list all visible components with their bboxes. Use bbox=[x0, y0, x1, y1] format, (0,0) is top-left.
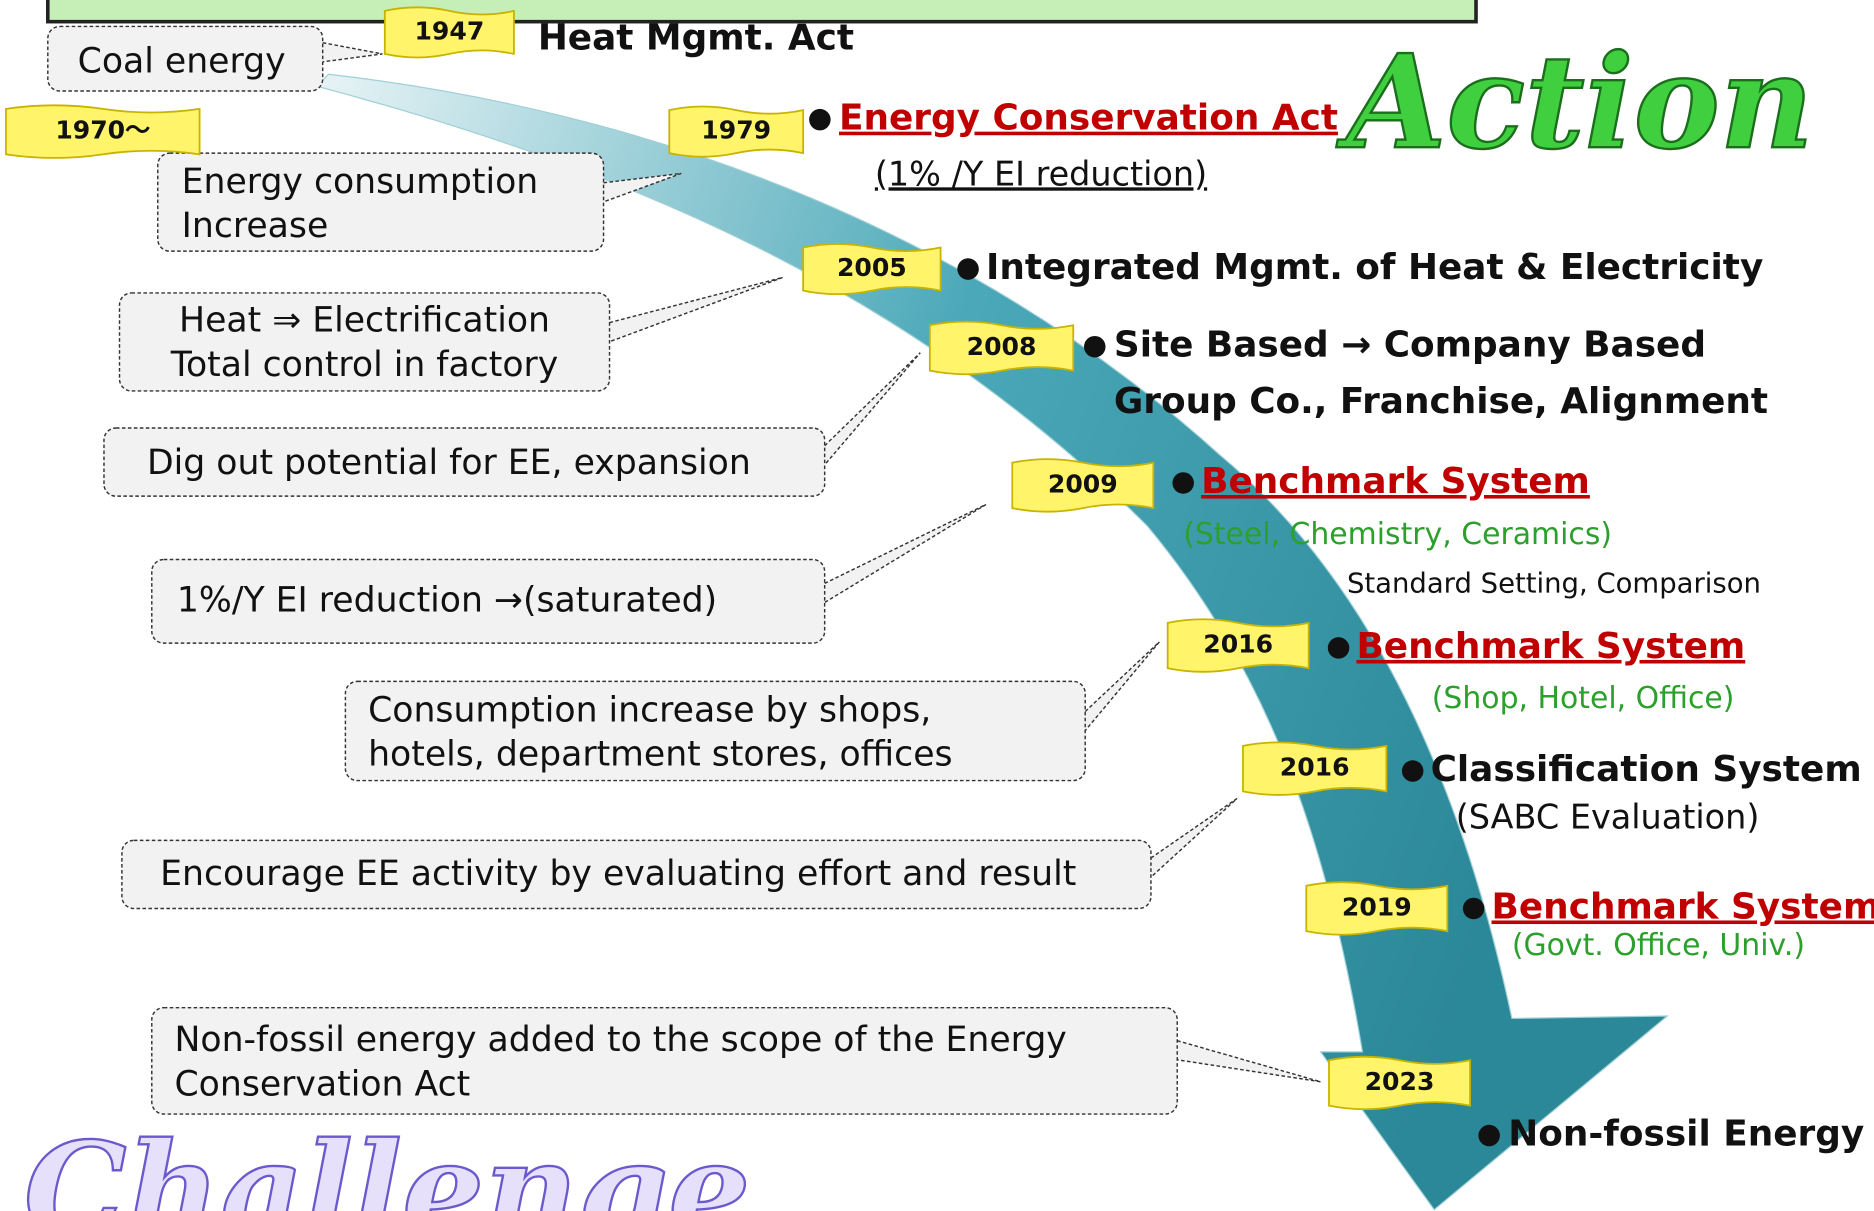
year-label: 1979 bbox=[701, 116, 771, 145]
diagram: Action Challenge Coal energy Energy consu… bbox=[0, 0, 1874, 1211]
bullet bbox=[1463, 898, 1485, 920]
year-label: 2019 bbox=[1342, 892, 1412, 921]
year-label: 2005 bbox=[837, 253, 907, 282]
action-text: Benchmark System bbox=[1492, 886, 1874, 927]
action-text: (Shop, Hotel, Office) bbox=[1432, 681, 1735, 716]
year-label: 2016 bbox=[1280, 753, 1350, 782]
year-label: 2009 bbox=[1048, 469, 1118, 498]
year-label: 1970～ bbox=[55, 116, 150, 145]
year-label: 2008 bbox=[967, 332, 1037, 361]
action-text: Benchmark System bbox=[1356, 626, 1745, 667]
action-text: Benchmark System bbox=[1201, 461, 1590, 502]
callout-pointer bbox=[1085, 642, 1159, 731]
callout-text: Conservation Act bbox=[174, 1064, 470, 1104]
action-text: (1% /Y EI reduction) bbox=[875, 154, 1207, 193]
callout-text: Consumption increase by shops, bbox=[368, 690, 931, 730]
bullet bbox=[1402, 760, 1424, 782]
bullet bbox=[1172, 472, 1194, 494]
callout-text: Coal energy bbox=[78, 41, 286, 81]
action-text: (SABC Evaluation) bbox=[1456, 797, 1760, 836]
action-text: Site Based → Company Based bbox=[1114, 325, 1706, 366]
bullet bbox=[1328, 637, 1350, 659]
action-text: (Govt. Office, Univ.) bbox=[1512, 928, 1805, 963]
year-label: 2023 bbox=[1365, 1067, 1435, 1096]
callout-text: 1%/Y EI reduction →(saturated) bbox=[177, 580, 717, 620]
year-label: 2016 bbox=[1203, 630, 1273, 659]
callout-pointer bbox=[323, 43, 383, 62]
bullet bbox=[809, 109, 831, 131]
callout-text: Increase bbox=[182, 206, 329, 246]
action-heading: Action bbox=[1335, 27, 1813, 178]
action-text: Group Co., Franchise, Alignment bbox=[1114, 381, 1768, 422]
action-text: Non-fossil Energy bbox=[1508, 1114, 1864, 1155]
challenge-heading: Challenge bbox=[24, 1115, 751, 1211]
callout-text: Total control in factory bbox=[170, 345, 559, 385]
callout-text: hotels, department stores, offices bbox=[368, 734, 952, 774]
callout-text: Energy consumption bbox=[182, 162, 539, 202]
action-text: (Steel, Chemistry, Ceramics) bbox=[1183, 517, 1612, 552]
callout-pointer bbox=[1177, 1041, 1320, 1082]
callout-text: Encourage EE activity by evaluating effo… bbox=[160, 854, 1076, 894]
callout-text: Heat ⇒ Electrification bbox=[179, 301, 550, 341]
action-text: Classification System bbox=[1431, 749, 1862, 790]
action-text: Energy Conservation Act bbox=[839, 98, 1338, 139]
action-text: Standard Setting, Comparison bbox=[1347, 568, 1761, 600]
callout-pointer bbox=[1151, 799, 1237, 878]
bullet bbox=[957, 258, 979, 280]
action-text: Heat Mgmt. Act bbox=[538, 18, 854, 59]
bullet bbox=[1084, 336, 1106, 358]
action-text: Integrated Mgmt. of Heat & Electricity bbox=[986, 247, 1763, 288]
callout-pointer bbox=[610, 277, 783, 341]
callout-pointer bbox=[825, 505, 986, 603]
callout-pointer bbox=[825, 353, 921, 465]
callout-text: Non-fossil energy added to the scope of … bbox=[174, 1020, 1066, 1060]
year-label: 1947 bbox=[414, 16, 484, 45]
callout-text: Dig out potential for EE, expansion bbox=[147, 443, 751, 483]
bullet bbox=[1478, 1125, 1500, 1147]
